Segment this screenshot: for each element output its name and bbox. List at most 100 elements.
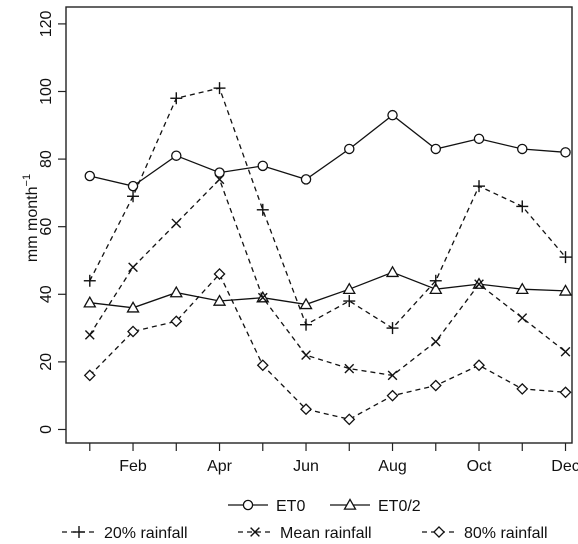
data-point-20-rainfall — [343, 295, 356, 308]
legend-marker-et0-2 — [343, 498, 357, 510]
series-et0-2 — [83, 265, 573, 313]
legend-marker-80-rainfall — [433, 526, 445, 538]
data-point-et0 — [214, 167, 225, 178]
data-point-20-rainfall — [386, 322, 399, 335]
data-point-et0 — [473, 133, 485, 145]
legend-label-et0: ET0 — [276, 498, 305, 515]
data-point-et0-2 — [126, 300, 140, 313]
y-tick-label: 0 — [38, 425, 55, 434]
data-point-mean-rainfall — [474, 279, 484, 290]
data-point-20-rainfall — [429, 274, 442, 287]
data-point-20-rainfall — [559, 251, 572, 264]
data-point-80-rainfall — [386, 389, 399, 402]
x-tick-label: Jun — [293, 458, 319, 475]
data-point-et0 — [84, 170, 96, 182]
data-point-80-rainfall — [83, 369, 96, 382]
data-point-20-rainfall — [473, 180, 485, 193]
y-tick-label: 60 — [38, 218, 55, 236]
x-tick-label: Oct — [467, 458, 492, 475]
legend-label-80-rainfall: 80% rainfall — [464, 525, 548, 542]
x-tick-label: Dec — [551, 458, 578, 475]
data-point-et0-2 — [558, 284, 573, 296]
data-point-et0 — [344, 143, 355, 155]
data-point-mean-rainfall-b — [84, 329, 95, 340]
series-mean-rainfall — [84, 174, 571, 381]
series-line-mean-rainfall — [89, 178, 566, 377]
data-point-et0-2 — [515, 282, 529, 295]
legend-marker-et0 — [242, 499, 254, 511]
data-point-mean-rainfall-b — [430, 336, 441, 347]
data-point-et0-2 — [342, 282, 356, 295]
y-tick-label: 20 — [38, 353, 55, 371]
data-point-mean-rainfall-b — [301, 350, 311, 360]
series-layer — [83, 82, 573, 426]
data-point-mean-rainfall — [430, 336, 441, 347]
data-point-80-rainfall — [429, 379, 442, 392]
data-point-20-rainfall — [213, 82, 226, 95]
data-point-20-rainfall — [256, 203, 269, 216]
data-point-et0-2 — [385, 265, 400, 278]
data-point-et0 — [257, 160, 269, 172]
data-point-mean-rainfall — [517, 313, 528, 323]
data-point-et0 — [171, 150, 182, 161]
legend-label-20-rainfall: 20% rainfall — [104, 525, 188, 542]
legend-label-mean-rainfall: Mean rainfall — [280, 525, 372, 542]
data-point-et0-2 — [169, 285, 183, 298]
data-point-mean-rainfall-b — [257, 292, 268, 303]
data-point-mean-rainfall — [257, 292, 268, 303]
plot-frame — [65, 6, 573, 444]
data-point-80-rainfall — [343, 413, 356, 426]
legend-item-mean-rainfall: Mean rainfall — [238, 525, 372, 542]
series-line-et0-2 — [89, 271, 566, 309]
data-point-mean-rainfall — [171, 218, 182, 229]
data-point-80-rainfall — [127, 325, 140, 338]
legend: ET0 ET0/2 20% rainfall Mean rainfall 80% rai… — [62, 498, 548, 542]
legend-marker-20-rainfall — [73, 526, 85, 538]
legend-marker-mean-rainfall-b — [250, 527, 260, 537]
series-20-rainfall — [83, 82, 572, 335]
data-point-80-rainfall — [213, 268, 226, 280]
legend-item-et0: ET0 — [228, 498, 305, 515]
data-point-mean-rainfall — [344, 363, 355, 374]
legend-item-et0-2: ET0/2 — [330, 498, 421, 515]
x-tick-label: Aug — [378, 458, 406, 475]
data-point-mean-rainfall-b — [387, 370, 398, 381]
x-tick-label: Feb — [119, 458, 147, 475]
data-point-mean-rainfall — [560, 346, 571, 357]
data-point-et0-2 — [299, 297, 313, 310]
data-point-80-rainfall — [170, 315, 183, 328]
data-point-et0-2 — [429, 282, 443, 295]
series-et0 — [84, 109, 571, 192]
data-point-mean-rainfall — [214, 174, 225, 185]
legend-marker-mean-rainfall — [250, 527, 260, 537]
series-line-80-rainfall — [89, 272, 566, 420]
data-point-20-rainfall — [83, 274, 96, 287]
data-point-20-rainfall — [127, 190, 140, 203]
y-axis: 0 20 40 60 80 100 120 — [38, 10, 66, 434]
data-point-mean-rainfall-b — [171, 218, 182, 229]
data-point-80-rainfall — [516, 382, 529, 395]
data-point-mean-rainfall — [128, 262, 138, 273]
series-80-rainfall — [83, 268, 572, 426]
legend-item-80-rainfall: 80% rainfall — [422, 525, 548, 542]
data-point-80-rainfall — [300, 403, 313, 416]
data-point-80-rainfall — [473, 359, 485, 372]
data-point-et0-2 — [83, 295, 97, 308]
data-point-et0 — [387, 109, 398, 121]
data-point-et0 — [560, 147, 571, 158]
data-point-et0 — [517, 143, 528, 155]
data-point-mean-rainfall — [387, 370, 398, 381]
y-tick-label: 80 — [38, 150, 55, 168]
data-point-mean-rainfall — [84, 329, 95, 340]
y-axis-title-text: mm month — [24, 186, 41, 262]
legend-label-et0-2: ET0/2 — [378, 498, 421, 515]
y-tick-label: 100 — [38, 78, 55, 105]
legend-item-20-rainfall: 20% rainfall — [62, 525, 188, 542]
data-point-mean-rainfall — [301, 350, 311, 360]
data-point-20-rainfall — [516, 200, 529, 213]
data-point-mean-rainfall-b — [128, 262, 138, 273]
data-point-et0-2 — [212, 294, 227, 306]
data-point-80-rainfall — [256, 359, 269, 372]
data-point-mean-rainfall-b — [344, 363, 355, 374]
